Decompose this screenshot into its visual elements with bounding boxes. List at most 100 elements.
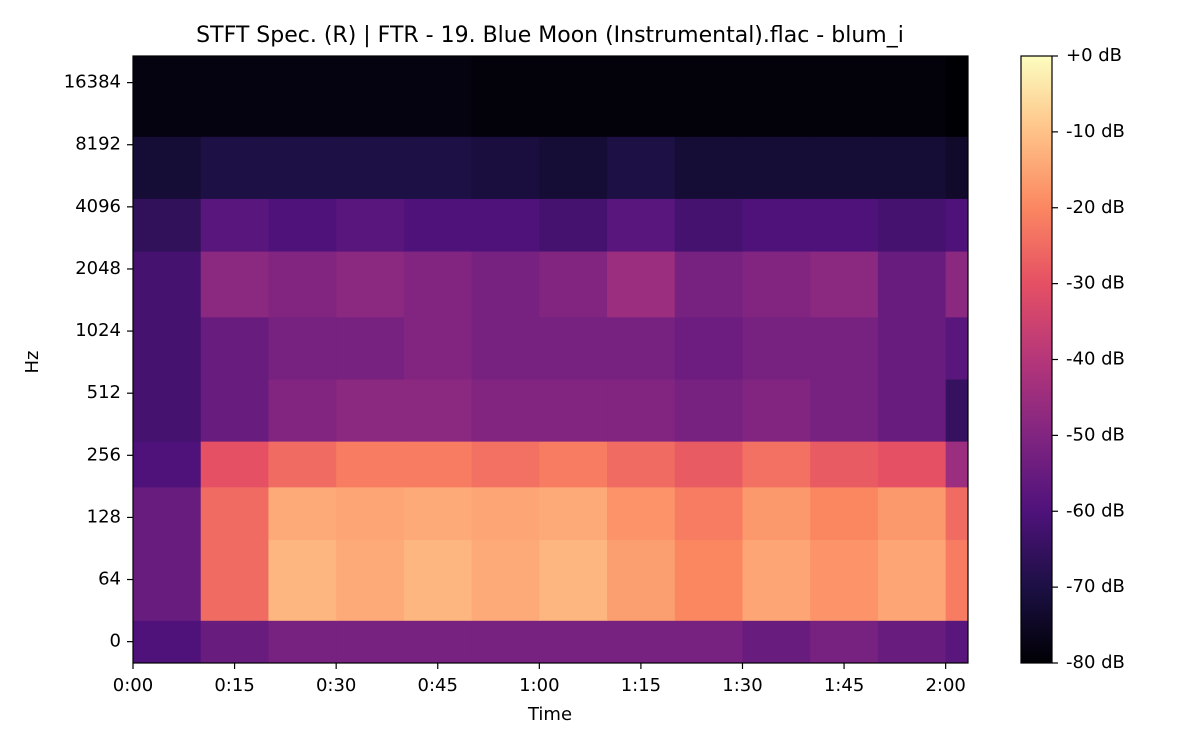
- spectrogram-cell: [877, 316, 947, 380]
- y-tick-label: 8192: [75, 134, 121, 155]
- spectrogram-cell: [877, 136, 947, 199]
- spectrogram-cell: [742, 620, 811, 664]
- spectrogram-cell: [200, 378, 269, 442]
- spectrogram-cell: [403, 378, 473, 442]
- spectrogram-cell: [336, 486, 405, 541]
- spectrogram-cell: [200, 198, 269, 252]
- spectrogram-cell: [674, 378, 743, 442]
- spectrogram-cell: [133, 56, 202, 137]
- spectrogram-cell: [133, 316, 202, 380]
- colorbar-tick-label: -20 dB: [1066, 197, 1125, 218]
- spectrogram-cell: [336, 316, 405, 380]
- spectrogram-cell: [268, 620, 337, 664]
- spectrogram-cell: [674, 486, 743, 541]
- spectrogram-cell: [268, 486, 337, 541]
- spectrogram-cell: [539, 316, 608, 380]
- spectrogram-cell: [674, 56, 743, 137]
- spectrogram-cell: [810, 136, 879, 199]
- spectrogram-cell: [403, 198, 473, 252]
- spectrogram-cell: [133, 251, 202, 318]
- spectrogram-cell: [471, 486, 540, 541]
- spectrogram-cell: [200, 251, 269, 318]
- spectrogram-cell: [810, 539, 879, 621]
- spectrogram-cell: [945, 251, 969, 318]
- spectrogram-cell: [945, 136, 969, 199]
- spectrogram-cell: [471, 539, 540, 621]
- y-tick-label: 512: [87, 382, 121, 403]
- spectrogram-cell: [742, 251, 811, 318]
- colorbar-tick-label: -30 dB: [1066, 273, 1125, 294]
- spectrogram-cell: [674, 620, 743, 664]
- spectrogram-cell: [674, 198, 743, 252]
- spectrogram-cell: [945, 316, 969, 380]
- spectrogram-cell: [742, 198, 811, 252]
- spectrogram-cell: [133, 620, 202, 664]
- spectrogram-cell: [945, 441, 969, 488]
- spectrogram-cell: [539, 56, 608, 137]
- y-tick-label: 128: [87, 506, 121, 527]
- spectrogram-cell: [607, 136, 676, 199]
- spectrogram-cell: [200, 486, 269, 541]
- spectrogram-cell: [945, 486, 969, 541]
- x-tick-label: 1:15: [621, 675, 661, 696]
- spectrogram-cell: [336, 136, 405, 199]
- spectrogram-cell: [742, 56, 811, 137]
- spectrogram-cell: [810, 56, 879, 137]
- x-tick-label: 0:30: [316, 675, 356, 696]
- y-tick-label: 64: [98, 569, 121, 590]
- y-tick-label: 256: [87, 444, 121, 465]
- spectrogram-cell: [268, 539, 337, 621]
- spectrogram-cell: [945, 56, 969, 137]
- spectrogram-cell: [268, 136, 337, 199]
- spectrogram-cell: [810, 486, 879, 541]
- spectrogram-cell: [539, 539, 608, 621]
- colorbar-tick-label: +0 dB: [1066, 45, 1122, 66]
- spectrogram-cell: [742, 136, 811, 199]
- x-tick-label: 1:30: [722, 675, 762, 696]
- spectrogram-cell: [539, 620, 608, 664]
- spectrogram-cell: [877, 486, 947, 541]
- spectrogram-cell: [471, 251, 540, 318]
- spectrogram-cell: [200, 316, 269, 380]
- spectrogram-cell: [810, 441, 879, 488]
- spectrogram-cell: [877, 198, 947, 252]
- spectrogram-cell: [336, 198, 405, 252]
- spectrogram-cell: [607, 251, 676, 318]
- spectrogram-cell: [471, 316, 540, 380]
- spectrogram-cell: [539, 441, 608, 488]
- spectrogram-cell: [877, 378, 947, 442]
- spectrogram-cell: [539, 378, 608, 442]
- spectrogram-cell: [674, 539, 743, 621]
- spectrogram-cell: [674, 316, 743, 380]
- spectrogram-cell: [268, 441, 337, 488]
- spectrogram-cell: [133, 198, 202, 252]
- spectrogram-cell: [268, 378, 337, 442]
- spectrogram-cell: [133, 378, 202, 442]
- spectrogram-cell: [403, 136, 473, 199]
- spectrogram-cell: [200, 539, 269, 621]
- spectrogram-cell: [268, 198, 337, 252]
- spectrogram-cell: [336, 441, 405, 488]
- spectrogram-cell: [403, 620, 473, 664]
- colorbar-tick-label: -70 dB: [1066, 576, 1125, 597]
- y-tick-label: 1024: [75, 320, 121, 341]
- colorbar-tick-label: -80 dB: [1066, 652, 1125, 673]
- spectrogram-cell: [471, 620, 540, 664]
- spectrogram-cell: [810, 198, 879, 252]
- x-tick-label: 1:00: [519, 675, 559, 696]
- spectrogram-cell: [471, 198, 540, 252]
- spectrogram-cell: [945, 198, 969, 252]
- spectrogram-cell: [200, 136, 269, 199]
- spectrogram-cell: [403, 316, 473, 380]
- spectrogram-cell: [742, 486, 811, 541]
- spectrogram-cell: [607, 56, 676, 137]
- spectrogram-cell: [945, 620, 969, 664]
- spectrogram-cell: [674, 441, 743, 488]
- spectrogram-cell: [539, 251, 608, 318]
- chart-title: STFT Spec. (R) | FTR - 19. Blue Moon (In…: [196, 23, 904, 48]
- spectrogram-cell: [471, 136, 540, 199]
- spectrogram-cell: [403, 251, 473, 318]
- x-tick-label: 0:45: [418, 675, 458, 696]
- spectrogram-cell: [200, 441, 269, 488]
